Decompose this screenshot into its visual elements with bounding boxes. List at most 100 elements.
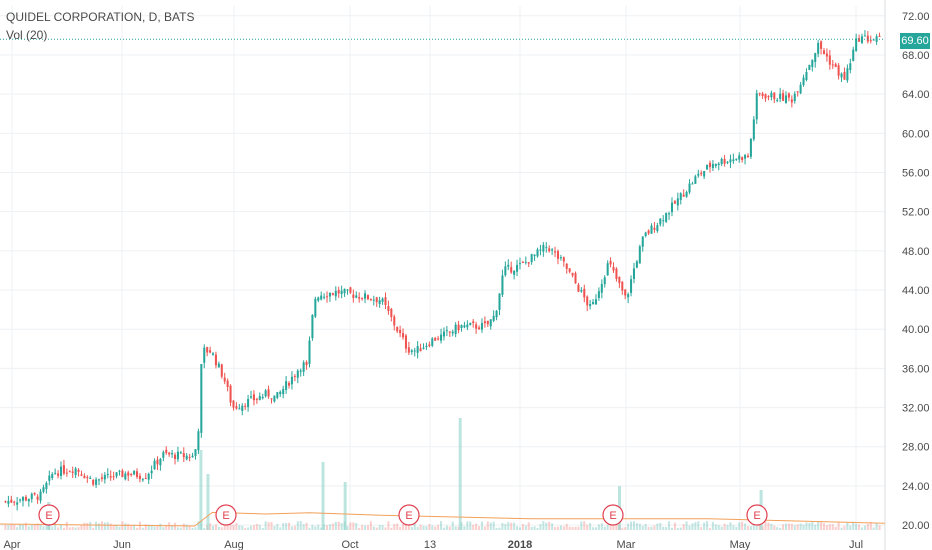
candle-body[interactable]	[846, 68, 849, 81]
candle-body[interactable]	[431, 338, 434, 346]
candle-body[interactable]	[606, 263, 609, 276]
candle-body[interactable]	[270, 398, 273, 400]
candle-body[interactable]	[688, 183, 691, 193]
candle-body[interactable]	[475, 324, 478, 329]
candle-body[interactable]	[483, 321, 486, 324]
candle-body[interactable]	[10, 499, 13, 503]
candle-body[interactable]	[597, 291, 600, 298]
earnings-marker[interactable]	[602, 504, 624, 526]
candle-body[interactable]	[551, 249, 554, 251]
candle-body[interactable]	[209, 350, 212, 353]
candle-body[interactable]	[565, 263, 568, 269]
candle-body[interactable]	[264, 390, 267, 397]
candle-body[interactable]	[54, 472, 57, 474]
candle-body[interactable]	[837, 65, 840, 76]
candle-body[interactable]	[89, 477, 92, 479]
candle-body[interactable]	[504, 266, 507, 276]
earnings-marker[interactable]	[398, 504, 420, 526]
candle-body[interactable]	[556, 251, 559, 259]
candle-body[interactable]	[668, 213, 671, 215]
candle-body[interactable]	[571, 272, 574, 276]
candle-body[interactable]	[817, 42, 820, 54]
candle-body[interactable]	[358, 297, 361, 299]
candle-body[interactable]	[340, 290, 343, 294]
candle-body[interactable]	[852, 49, 855, 61]
candle-body[interactable]	[486, 320, 489, 325]
candle-body[interactable]	[244, 405, 247, 407]
candle-body[interactable]	[478, 327, 481, 330]
candle-body[interactable]	[206, 347, 209, 353]
candle-body[interactable]	[337, 290, 340, 294]
candle-body[interactable]	[124, 473, 127, 480]
candle-body[interactable]	[463, 325, 466, 328]
candle-body[interactable]	[407, 347, 410, 353]
candle-body[interactable]	[641, 236, 644, 247]
candle-body[interactable]	[516, 264, 519, 272]
candle-body[interactable]	[185, 455, 188, 460]
candle-body[interactable]	[369, 298, 372, 300]
candle-body[interactable]	[293, 375, 296, 377]
candle-body[interactable]	[258, 396, 261, 400]
candle-body[interactable]	[670, 202, 674, 213]
candle-body[interactable]	[746, 155, 750, 158]
candle-body[interactable]	[4, 501, 7, 503]
candle-body[interactable]	[741, 157, 744, 161]
candle-body[interactable]	[168, 452, 171, 455]
candle-body[interactable]	[603, 277, 606, 285]
candle-body[interactable]	[135, 471, 139, 477]
candle-body[interactable]	[644, 232, 647, 236]
candle-body[interactable]	[349, 287, 352, 293]
candle-body[interactable]	[761, 93, 764, 97]
candle-body[interactable]	[320, 295, 323, 300]
candle-body[interactable]	[831, 64, 834, 66]
candle-body[interactable]	[828, 55, 831, 65]
candle-body[interactable]	[434, 337, 437, 341]
candle-body[interactable]	[410, 350, 413, 353]
candle-body[interactable]	[542, 244, 545, 252]
candle-body[interactable]	[197, 431, 200, 451]
candle-body[interactable]	[381, 298, 384, 302]
candle-body[interactable]	[521, 261, 524, 263]
candle-body[interactable]	[71, 471, 74, 473]
candle-body[interactable]	[559, 257, 562, 259]
candle-body[interactable]	[513, 271, 516, 275]
candle-body[interactable]	[302, 362, 305, 372]
candle-body[interactable]	[252, 394, 255, 401]
candle-body[interactable]	[767, 96, 770, 98]
candle-body[interactable]	[784, 95, 788, 104]
candle-body[interactable]	[720, 158, 723, 165]
candle-body[interactable]	[469, 322, 472, 325]
candle-body[interactable]	[858, 38, 861, 42]
candle-body[interactable]	[375, 297, 378, 303]
candle-body[interactable]	[7, 501, 10, 504]
candle-body[interactable]	[548, 248, 551, 252]
candle-body[interactable]	[647, 230, 650, 234]
candle-body[interactable]	[95, 479, 98, 485]
candle-body[interactable]	[466, 324, 469, 328]
candle-body[interactable]	[451, 331, 454, 334]
candle-body[interactable]	[133, 470, 136, 475]
candle-body[interactable]	[635, 261, 638, 268]
candle-body[interactable]	[632, 268, 636, 279]
candle-body[interactable]	[492, 315, 495, 321]
candle-body[interactable]	[706, 164, 709, 170]
candle-body[interactable]	[638, 246, 641, 264]
candle-body[interactable]	[21, 497, 25, 501]
candle-body[interactable]	[863, 35, 866, 37]
candle-body[interactable]	[235, 406, 238, 409]
candle-body[interactable]	[621, 281, 624, 291]
candle-body[interactable]	[650, 225, 653, 234]
candle-body[interactable]	[343, 288, 346, 294]
candle-body[interactable]	[437, 338, 440, 340]
candle-body[interactable]	[314, 298, 317, 317]
candle-body[interactable]	[679, 193, 682, 200]
candle-body[interactable]	[536, 249, 539, 257]
candle-body[interactable]	[165, 449, 168, 453]
candle-body[interactable]	[618, 276, 621, 284]
candle-body[interactable]	[685, 192, 688, 197]
candle-body[interactable]	[226, 380, 229, 388]
candle-body[interactable]	[404, 335, 407, 349]
candle-body[interactable]	[849, 63, 852, 71]
candle-body[interactable]	[527, 262, 530, 264]
candle-body[interactable]	[396, 327, 399, 332]
